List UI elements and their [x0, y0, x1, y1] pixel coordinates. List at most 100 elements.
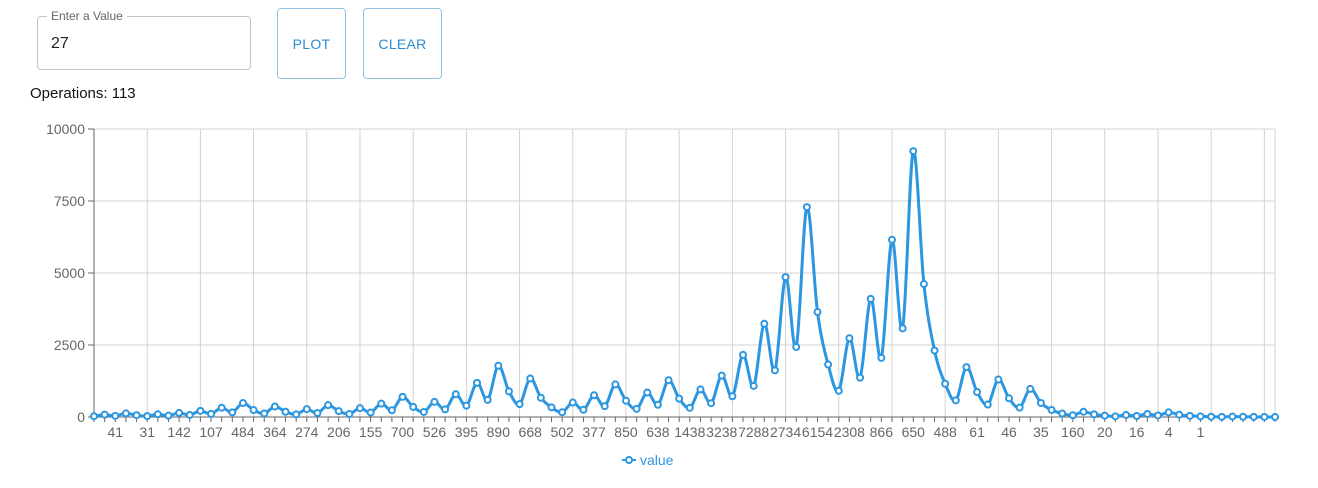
x-tick-label: 395 — [455, 424, 479, 440]
data-point — [983, 400, 992, 409]
data-point — [856, 373, 865, 382]
data-point — [175, 408, 184, 417]
data-point — [834, 386, 843, 395]
data-point — [1090, 410, 1099, 419]
data-point — [313, 409, 322, 418]
data-point — [462, 401, 471, 410]
x-tick-label: 890 — [487, 424, 511, 440]
data-point — [919, 280, 928, 289]
data-point — [196, 406, 205, 415]
data-point — [792, 343, 801, 352]
y-tick-label: 0 — [77, 409, 85, 425]
data-point — [355, 404, 364, 413]
data-point — [824, 360, 833, 369]
legend-marker-icon — [625, 456, 633, 464]
data-point — [111, 411, 120, 420]
data-point — [643, 388, 652, 397]
data-point — [951, 396, 960, 405]
series-line-value — [93, 149, 1276, 419]
x-tick-label: 3238 — [706, 424, 737, 440]
data-point — [504, 387, 513, 396]
data-point — [430, 397, 439, 406]
data-point — [653, 400, 662, 409]
value-input[interactable] — [51, 35, 231, 53]
x-tick-label: 650 — [902, 424, 926, 440]
data-point — [887, 235, 896, 244]
value-input-field[interactable]: Enter a Value — [37, 9, 251, 70]
data-point — [515, 400, 524, 409]
data-point — [228, 408, 237, 417]
data-point — [324, 401, 333, 410]
data-point — [770, 366, 779, 375]
data-point — [1036, 398, 1045, 407]
data-point — [813, 308, 822, 317]
x-tick-label: 160 — [1061, 424, 1085, 440]
data-point — [366, 408, 375, 417]
x-tick-label: 16 — [1129, 424, 1145, 440]
x-tick-label: 488 — [933, 424, 957, 440]
data-point — [164, 411, 173, 420]
data-point — [409, 402, 418, 411]
data-point — [973, 388, 982, 397]
data-point — [473, 378, 482, 387]
data-point — [568, 398, 577, 407]
data-point — [1122, 410, 1131, 419]
data-point — [451, 390, 460, 399]
data-point — [1132, 411, 1141, 420]
data-point — [121, 409, 130, 418]
data-point — [898, 324, 907, 333]
data-point — [536, 393, 545, 402]
data-point — [260, 409, 269, 418]
data-point — [749, 381, 758, 390]
data-point — [132, 411, 141, 420]
data-point — [281, 407, 290, 416]
x-tick-label: 502 — [550, 424, 574, 440]
plot-button[interactable]: PLOT — [277, 8, 346, 79]
x-tick-label: 484 — [231, 424, 255, 440]
x-tick-label: 46 — [1001, 424, 1017, 440]
operations-label: Operations: — [30, 85, 108, 102]
data-point — [760, 319, 769, 328]
data-point — [717, 371, 726, 380]
x-tick-label: 61 — [969, 424, 985, 440]
clear-button[interactable]: CLEAR — [363, 8, 442, 79]
operations-count: 113 — [111, 85, 136, 102]
data-point — [494, 361, 503, 370]
data-point — [345, 410, 354, 419]
data-point — [207, 409, 216, 418]
data-point — [909, 147, 918, 156]
x-tick-label: 850 — [614, 424, 638, 440]
data-point — [802, 203, 811, 212]
x-tick-label: 6154 — [802, 424, 833, 440]
data-point — [590, 391, 599, 400]
data-point — [696, 385, 705, 394]
data-point — [1239, 412, 1248, 421]
data-point — [1164, 408, 1173, 417]
x-tick-label: 142 — [167, 424, 191, 440]
data-point — [1005, 394, 1014, 403]
y-tick-label: 5000 — [54, 265, 85, 281]
x-tick-label: 107 — [199, 424, 223, 440]
x-tick-label: 377 — [582, 424, 606, 440]
operations-counter: Operations: 113 — [30, 85, 136, 102]
data-point — [707, 399, 716, 408]
data-point — [558, 408, 567, 417]
data-point — [877, 353, 886, 362]
data-point — [1047, 405, 1056, 414]
x-tick-label: 274 — [295, 424, 319, 440]
data-point — [1068, 411, 1077, 420]
data-point — [441, 405, 450, 414]
data-point — [1111, 412, 1120, 421]
data-point — [334, 407, 343, 416]
data-point — [377, 399, 386, 408]
data-point — [845, 334, 854, 343]
y-tick-label: 7500 — [54, 193, 85, 209]
data-point — [1185, 411, 1194, 420]
y-tick-label: 10000 — [46, 121, 85, 137]
data-point — [1207, 412, 1216, 421]
data-point — [100, 410, 109, 419]
data-point — [675, 394, 684, 403]
x-tick-label: 41 — [107, 424, 123, 440]
data-point — [153, 410, 162, 419]
